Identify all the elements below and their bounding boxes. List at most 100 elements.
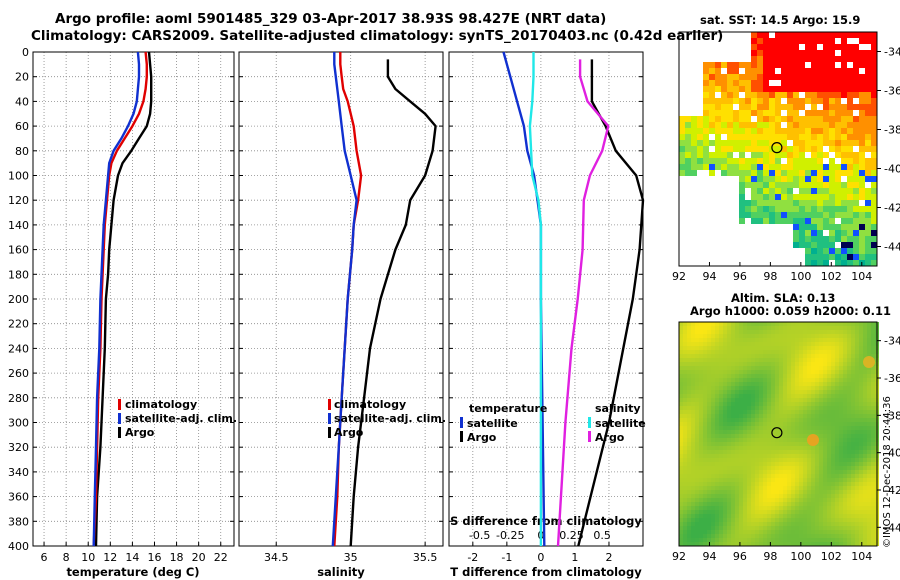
sla-cell — [847, 526, 851, 530]
sst-cell — [853, 128, 859, 134]
sla-cell — [707, 406, 711, 410]
sla-cell — [835, 378, 839, 382]
sla-cell — [763, 442, 767, 446]
sla-cell — [751, 458, 755, 462]
sla-cell — [711, 482, 715, 486]
sla-cell — [715, 486, 719, 490]
sla-cell — [823, 326, 827, 330]
sla-cell — [859, 510, 863, 514]
temp-diff-legend-swatch — [460, 417, 463, 428]
sla-cell — [847, 458, 851, 462]
sla-cell — [755, 378, 759, 382]
sst-cell — [847, 170, 853, 176]
sst-cell — [793, 98, 799, 104]
sst-cell — [841, 248, 847, 254]
sla-cell — [783, 458, 787, 462]
sla-cell — [771, 510, 775, 514]
sla-cell — [707, 538, 711, 542]
sla-cell — [851, 354, 855, 358]
sst-cell — [835, 80, 841, 86]
sst-cell — [775, 128, 781, 134]
sla-cell — [719, 494, 723, 498]
sla-cell — [735, 394, 739, 398]
sla-cell — [739, 346, 743, 350]
sla-cell — [715, 386, 719, 390]
sst-cell — [853, 68, 859, 74]
sla-cell — [703, 338, 707, 342]
sla-cell — [847, 422, 851, 426]
sst-cell — [841, 170, 847, 176]
sla-cell — [855, 394, 859, 398]
sla-cell — [851, 390, 855, 394]
sla-cell — [815, 338, 819, 342]
sla-cell — [687, 486, 691, 490]
sla-cell — [731, 442, 735, 446]
sst-cell — [799, 146, 805, 152]
sla-cell — [711, 386, 715, 390]
sst-cell — [841, 236, 847, 242]
sla-cell — [735, 514, 739, 518]
sla-cell — [843, 506, 847, 510]
sla-cell — [811, 402, 815, 406]
sla-cell — [807, 326, 811, 330]
sla-cell — [807, 450, 811, 454]
sla-cell — [787, 486, 791, 490]
sst-cell — [799, 236, 805, 242]
sst-cell — [679, 158, 685, 164]
sla-cell — [699, 354, 703, 358]
sla-cell — [863, 462, 867, 466]
sla-cell — [783, 434, 787, 438]
sla-cell — [803, 442, 807, 446]
sla-cell — [851, 462, 855, 466]
sla-cell — [835, 374, 839, 378]
sla-cell — [807, 414, 811, 418]
sla-cell — [731, 422, 735, 426]
sla-cell — [691, 478, 695, 482]
sst-cell — [817, 260, 823, 266]
sst-cell — [835, 74, 841, 80]
sla-cell — [803, 370, 807, 374]
sla-cell — [855, 510, 859, 514]
sst-cell — [757, 146, 763, 152]
sla-cell — [819, 454, 823, 458]
sst-cell — [811, 128, 817, 134]
sla-cell — [783, 526, 787, 530]
sst-cell — [745, 92, 751, 98]
sla-cell — [783, 486, 787, 490]
sla-cell — [727, 378, 731, 382]
sla-cell — [799, 494, 803, 498]
sla-cell — [719, 326, 723, 330]
sst-cell — [751, 170, 757, 176]
sst-cell — [817, 92, 823, 98]
sla-cell — [711, 330, 715, 334]
sla-cell — [707, 454, 711, 458]
sla-cell — [827, 490, 831, 494]
sla-cell — [759, 330, 763, 334]
sst-cell — [757, 140, 763, 146]
sla-cell — [819, 438, 823, 442]
sla-cell — [835, 510, 839, 514]
sst-cell — [829, 68, 835, 74]
sst-cell — [817, 128, 823, 134]
sla-cell — [695, 518, 699, 522]
sla-cell — [731, 494, 735, 498]
sla-cell — [795, 514, 799, 518]
sla-cell — [851, 490, 855, 494]
sla-cell — [727, 518, 731, 522]
sla-cell — [787, 350, 791, 354]
sla-cell — [847, 386, 851, 390]
sst-cell — [757, 134, 763, 140]
sla-cell — [755, 394, 759, 398]
sla-cell — [783, 382, 787, 386]
sst-cell — [871, 242, 877, 248]
sst-cell — [715, 134, 721, 140]
sst-cell — [775, 86, 781, 92]
sla-cell — [855, 542, 859, 546]
sla-cell — [683, 526, 687, 530]
sla-cell — [739, 374, 743, 378]
sla-cell — [819, 394, 823, 398]
sla-cell — [735, 398, 739, 402]
sst-cell — [703, 68, 709, 74]
sla-cell — [743, 334, 747, 338]
sla-cell — [791, 518, 795, 522]
